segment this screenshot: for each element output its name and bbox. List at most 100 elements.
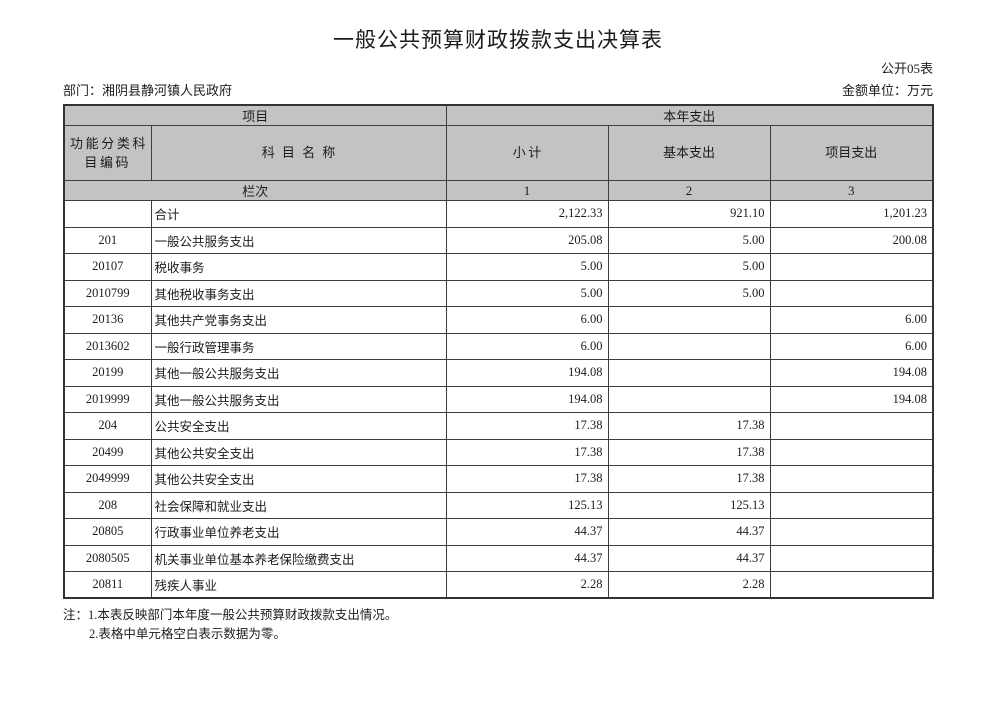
cell-project-expenditure bbox=[769, 438, 934, 467]
cell-subtotal: 125.13 bbox=[445, 491, 609, 520]
table-row: 20805 行政事业单位养老支出 44.37 44.37 bbox=[63, 518, 934, 546]
table-row: 20499 其他公共安全支出 17.38 17.38 bbox=[63, 438, 934, 467]
cell-subject-name: 残疾人事业 bbox=[150, 571, 447, 599]
cell-subtotal: 194.08 bbox=[445, 385, 609, 414]
table-header: 项目 本年支出 功能分类科目编码 科目名称 小计 基本支出 项目支出 栏次 1 … bbox=[63, 104, 934, 202]
cell-function-code: 2080505 bbox=[63, 544, 152, 573]
header-project-group: 项目 bbox=[63, 104, 447, 127]
table-row: 20811 残疾人事业 2.28 2.28 bbox=[63, 571, 934, 599]
cell-basic-expenditure: 5.00 bbox=[607, 226, 771, 255]
cell-project-expenditure: 200.08 bbox=[769, 226, 934, 255]
table-row: 合计 2,122.33 921.10 1,201.23 bbox=[63, 200, 934, 228]
cell-subject-name: 其他一般公共服务支出 bbox=[150, 385, 447, 414]
header-year-expenditure-group: 本年支出 bbox=[445, 104, 934, 127]
table-row: 2080505 机关事业单位基本养老保险缴费支出 44.37 44.37 bbox=[63, 544, 934, 573]
cell-function-code: 20499 bbox=[63, 438, 152, 467]
sheet-code-label: 公开05表 bbox=[880, 61, 933, 77]
header-subject-name: 科目名称 bbox=[150, 125, 447, 182]
cell-function-code: 20811 bbox=[63, 571, 152, 599]
cell-basic-expenditure: 5.00 bbox=[607, 279, 771, 308]
cell-project-expenditure bbox=[769, 491, 934, 520]
header-columns-row: 功能分类科目编码 科目名称 小计 基本支出 项目支出 bbox=[63, 125, 934, 182]
cell-project-expenditure bbox=[769, 253, 934, 281]
cell-function-code bbox=[63, 200, 152, 228]
cell-subject-name: 行政事业单位养老支出 bbox=[150, 518, 447, 546]
cell-function-code: 20136 bbox=[63, 306, 152, 334]
cell-project-expenditure: 6.00 bbox=[769, 306, 934, 334]
header-group-row: 项目 本年支出 bbox=[63, 104, 934, 127]
cell-basic-expenditure: 44.37 bbox=[607, 544, 771, 573]
cell-subtotal: 5.00 bbox=[445, 253, 609, 281]
table-row: 20107 税收事务 5.00 5.00 bbox=[63, 253, 934, 281]
department-label: 部门：湘阴县静河镇人民政府 bbox=[63, 83, 233, 99]
cell-project-expenditure: 194.08 bbox=[769, 359, 934, 387]
cell-subject-name: 机关事业单位基本养老保险缴费支出 bbox=[150, 544, 447, 573]
cell-basic-expenditure: 5.00 bbox=[607, 253, 771, 281]
table-row: 201 一般公共服务支出 205.08 5.00 200.08 bbox=[63, 226, 934, 255]
cell-function-code: 2019999 bbox=[63, 385, 152, 414]
table-row: 2019999 其他一般公共服务支出 194.08 194.08 bbox=[63, 385, 934, 414]
cell-subject-name: 其他公共安全支出 bbox=[150, 438, 447, 467]
cell-function-code: 20107 bbox=[63, 253, 152, 281]
cell-function-code: 20199 bbox=[63, 359, 152, 387]
cell-subject-name: 税收事务 bbox=[150, 253, 447, 281]
cell-subject-name: 合计 bbox=[150, 200, 447, 228]
cell-subtotal: 17.38 bbox=[445, 465, 609, 493]
cell-project-expenditure bbox=[769, 279, 934, 308]
table-row: 2010799 其他税收事务支出 5.00 5.00 bbox=[63, 279, 934, 308]
cell-subtotal: 44.37 bbox=[445, 544, 609, 573]
cell-function-code: 2010799 bbox=[63, 279, 152, 308]
header-index-3: 3 bbox=[769, 180, 934, 202]
cell-basic-expenditure: 17.38 bbox=[607, 438, 771, 467]
cell-subtotal: 17.38 bbox=[445, 438, 609, 467]
cell-basic-expenditure bbox=[607, 306, 771, 334]
cell-function-code: 208 bbox=[63, 491, 152, 520]
cell-function-code: 2049999 bbox=[63, 465, 152, 493]
header-index-1: 1 bbox=[445, 180, 609, 202]
cell-subject-name: 其他公共安全支出 bbox=[150, 465, 447, 493]
page-title: 一般公共预算财政拨款支出决算表 bbox=[333, 28, 663, 52]
cell-basic-expenditure: 44.37 bbox=[607, 518, 771, 546]
cell-basic-expenditure: 17.38 bbox=[607, 465, 771, 493]
table-body: 合计 2,122.33 921.10 1,201.23 201 一般公共服务支出 205.0… bbox=[63, 200, 934, 599]
cell-subject-name: 一般行政管理事务 bbox=[150, 332, 447, 361]
table-row: 20136 其他共产党事务支出 6.00 6.00 bbox=[63, 306, 934, 334]
cell-subject-name: 社会保障和就业支出 bbox=[150, 491, 447, 520]
cell-subtotal: 205.08 bbox=[445, 226, 609, 255]
cell-subject-name: 其他税收事务支出 bbox=[150, 279, 447, 308]
cell-basic-expenditure bbox=[607, 385, 771, 414]
note-line-2: 2.表格中单元格空白表示数据为零。 bbox=[89, 627, 286, 642]
table-row: 208 社会保障和就业支出 125.13 125.13 bbox=[63, 491, 934, 520]
cell-subtotal: 194.08 bbox=[445, 359, 609, 387]
cell-project-expenditure bbox=[769, 465, 934, 493]
cell-basic-expenditure bbox=[607, 359, 771, 387]
table-row: 20199 其他一般公共服务支出 194.08 194.08 bbox=[63, 359, 934, 387]
cell-function-code: 20805 bbox=[63, 518, 152, 546]
cell-basic-expenditure: 125.13 bbox=[607, 491, 771, 520]
cell-project-expenditure: 1,201.23 bbox=[769, 200, 934, 228]
cell-subtotal: 44.37 bbox=[445, 518, 609, 546]
header-basic-expenditure: 基本支出 bbox=[607, 125, 771, 182]
cell-function-code: 2013602 bbox=[63, 332, 152, 361]
cell-project-expenditure: 194.08 bbox=[769, 385, 934, 414]
header-function-code: 功能分类科目编码 bbox=[63, 125, 152, 182]
cell-basic-expenditure bbox=[607, 332, 771, 361]
header-index-label: 栏次 bbox=[63, 180, 447, 202]
meta-line: 部门：湘阴县静河镇人民政府 金额单位：万元 bbox=[63, 83, 933, 99]
cell-function-code: 201 bbox=[63, 226, 152, 255]
table-row: 204 公共安全支出 17.38 17.38 bbox=[63, 412, 934, 440]
cell-subtotal: 6.00 bbox=[445, 332, 609, 361]
note-line-1: 注：1.本表反映部门本年度一般公共预算财政拨款支出情况。 bbox=[63, 608, 398, 623]
cell-subtotal: 2,122.33 bbox=[445, 200, 609, 228]
cell-subject-name: 一般公共服务支出 bbox=[150, 226, 447, 255]
cell-project-expenditure bbox=[769, 518, 934, 546]
cell-function-code: 204 bbox=[63, 412, 152, 440]
cell-basic-expenditure: 921.10 bbox=[607, 200, 771, 228]
document-page: 一般公共预算财政拨款支出决算表 公开05表 部门：湘阴县静河镇人民政府 金额单位… bbox=[63, 0, 935, 645]
header-project-expenditure: 项目支出 bbox=[769, 125, 934, 182]
table-row: 2049999 其他公共安全支出 17.38 17.38 bbox=[63, 465, 934, 493]
cell-subtotal: 17.38 bbox=[445, 412, 609, 440]
expenditure-table: 项目 本年支出 功能分类科目编码 科目名称 小计 基本支出 项目支出 栏次 1 … bbox=[63, 104, 935, 600]
header-index-2: 2 bbox=[607, 180, 771, 202]
cell-project-expenditure: 6.00 bbox=[769, 332, 934, 361]
